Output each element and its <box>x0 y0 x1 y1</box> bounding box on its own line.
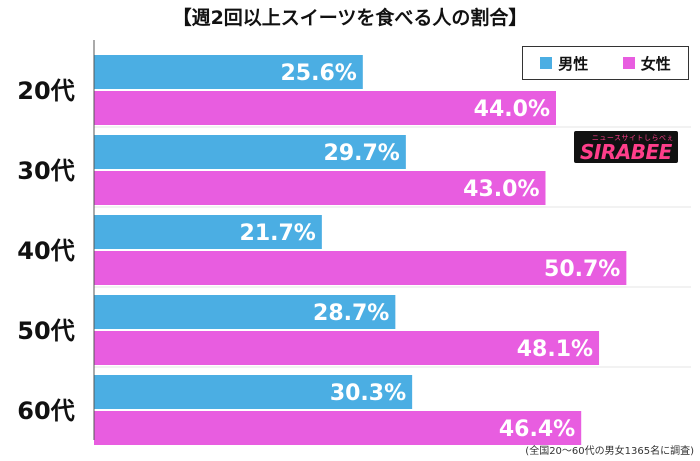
female-bar-60代 <box>94 411 582 445</box>
male-value-label: 29.7% <box>324 141 400 166</box>
male-value-label: 28.7% <box>313 301 389 326</box>
male-bar-20代 <box>94 55 363 89</box>
category-label: 30代 <box>17 157 74 185</box>
female-value-label: 48.1% <box>517 337 593 362</box>
category-label: 20代 <box>17 77 74 105</box>
female-bar-40代 <box>94 251 627 285</box>
footnote: (全国20〜60代の男女1365名に調査) <box>525 446 694 457</box>
female-bar-50代 <box>94 331 600 365</box>
sirabee-logo: ニュースサイトしらべぇ SIRABEE <box>574 131 678 163</box>
legend-label-male: 男性 <box>558 54 589 73</box>
male-value-label: 30.3% <box>330 381 406 406</box>
legend-swatch-female <box>622 57 635 69</box>
category-label: 60代 <box>17 397 74 425</box>
male-bar-50代 <box>94 295 396 329</box>
logo-text: SIRABEE <box>580 140 672 163</box>
female-value-label: 46.4% <box>499 417 575 442</box>
chart-title: 【週2回以上スイーツを食べる人の割合】 <box>172 7 528 29</box>
legend-swatch-male <box>540 57 553 69</box>
male-value-label: 25.6% <box>280 61 356 86</box>
chart-legend: 男性 女性 <box>522 46 689 80</box>
female-value-label: 44.0% <box>474 97 550 122</box>
legend-item-male: 男性 <box>540 53 588 74</box>
male-bar-40代 <box>94 215 322 249</box>
legend-item-female: 女性 <box>622 53 671 74</box>
female-value-label: 50.7% <box>544 257 620 282</box>
category-label: 50代 <box>17 317 74 345</box>
female-bar-30代 <box>94 171 546 205</box>
logo-subtext: ニュースサイトしらべぇ <box>591 134 674 142</box>
female-value-label: 43.0% <box>463 177 539 202</box>
legend-label-female: 女性 <box>640 54 671 73</box>
male-bar-60代 <box>94 375 413 409</box>
female-bar-20代 <box>94 91 556 125</box>
male-value-label: 21.7% <box>240 221 316 246</box>
male-bar-30代 <box>94 135 406 169</box>
category-label: 40代 <box>17 237 74 265</box>
